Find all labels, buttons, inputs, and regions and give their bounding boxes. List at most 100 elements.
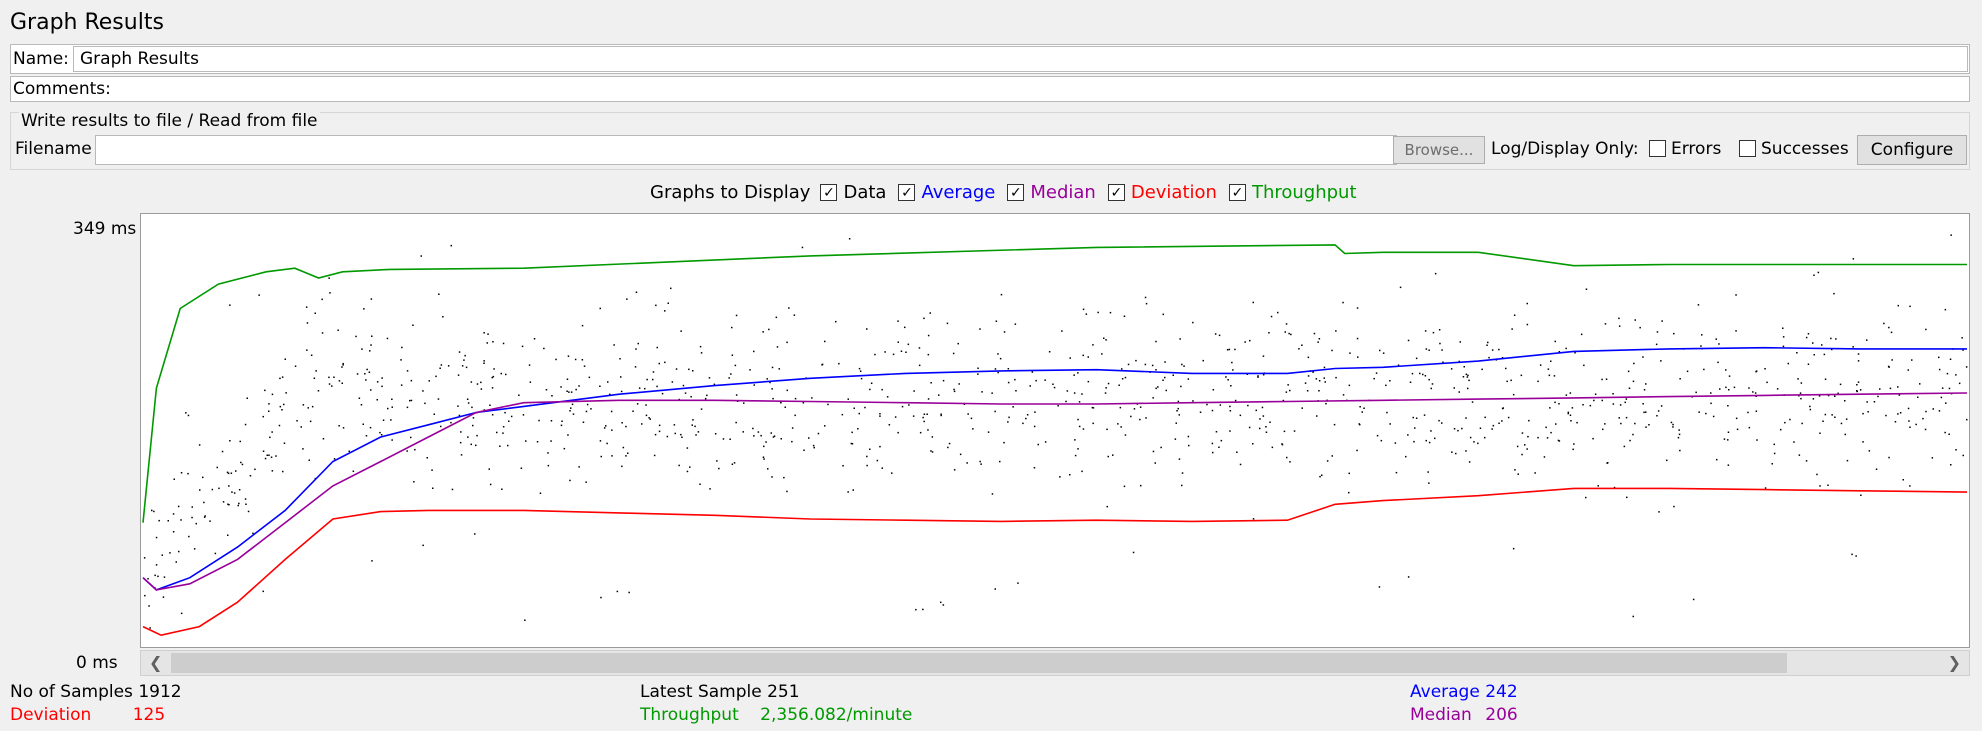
browse-button[interactable]: Browse... (1393, 136, 1485, 164)
data-point (980, 463, 982, 465)
data-point (1424, 330, 1427, 332)
data-point (1285, 323, 1288, 325)
data-point (352, 470, 355, 472)
data-point (1812, 342, 1814, 344)
data-point (1846, 459, 1849, 462)
graph-checkbox-throughput[interactable]: ✓ (1228, 184, 1246, 201)
data-point (1840, 422, 1843, 425)
data-point (905, 351, 907, 353)
data-point (1121, 368, 1123, 370)
data-point (729, 438, 731, 440)
data-point (1214, 333, 1217, 335)
errors-checkbox[interactable] (1649, 140, 1666, 157)
graph-checkbox-deviation[interactable]: ✓ (1107, 184, 1125, 201)
data-point (440, 364, 443, 366)
data-point (338, 380, 341, 382)
data-point (1157, 386, 1159, 388)
data-point (1379, 349, 1381, 352)
data-point (1442, 361, 1444, 363)
data-point (483, 362, 485, 364)
data-point (953, 388, 955, 391)
data-point (1082, 354, 1084, 357)
data-point (1286, 456, 1288, 459)
data-point (1801, 422, 1803, 425)
data-point (369, 426, 372, 429)
data-point (1465, 450, 1467, 452)
data-point (1289, 461, 1291, 463)
graph-toggle-median[interactable]: ✓ Median (1007, 182, 1096, 203)
data-point (634, 366, 637, 368)
chevron-left-icon[interactable]: ❮ (149, 653, 163, 672)
data-point (522, 414, 525, 416)
name-input[interactable]: Graph Results (73, 46, 1968, 72)
data-point (1748, 426, 1751, 429)
data-point (1085, 313, 1088, 315)
data-point (1755, 370, 1758, 372)
data-point (621, 422, 623, 424)
data-point (1044, 441, 1047, 443)
graph-checkbox-data[interactable]: ✓ (820, 184, 838, 201)
scrollbar-thumb[interactable] (171, 653, 1787, 673)
data-point (551, 395, 553, 397)
data-point (508, 420, 510, 422)
data-point (1554, 401, 1556, 404)
data-point (1727, 431, 1730, 433)
data-point (410, 436, 412, 439)
horizontal-scrollbar[interactable]: ❮ ❯ (140, 650, 1970, 676)
data-point (1950, 234, 1952, 236)
data-point (1672, 423, 1674, 426)
data-point (802, 402, 805, 404)
data-point (1348, 472, 1350, 475)
data-point (599, 385, 601, 387)
data-point (368, 371, 371, 373)
data-point (1634, 319, 1636, 321)
comments-input[interactable] (117, 78, 1967, 100)
data-point (463, 359, 465, 361)
data-point (1219, 404, 1222, 406)
data-point (1604, 423, 1606, 425)
graph-toggle-data[interactable]: ✓ Data (820, 182, 886, 203)
data-point (987, 431, 990, 433)
data-point (390, 419, 392, 421)
data-point (520, 467, 523, 469)
data-point (249, 475, 252, 477)
data-point (1780, 428, 1782, 431)
graph-toggle-deviation[interactable]: ✓ Deviation (1107, 182, 1217, 203)
data-point (1521, 432, 1524, 434)
data-point (279, 405, 282, 408)
data-point (308, 459, 310, 461)
configure-button[interactable]: Configure (1857, 135, 1967, 165)
data-point (313, 377, 316, 379)
graph-checkbox-median[interactable]: ✓ (1007, 184, 1025, 201)
data-point (1176, 410, 1178, 412)
data-point (376, 399, 378, 401)
data-point (1202, 359, 1204, 362)
data-point (317, 390, 320, 392)
data-point (674, 432, 676, 435)
graph-toggle-average[interactable]: ✓ Average (898, 182, 995, 203)
filename-input[interactable] (95, 135, 1397, 165)
data-point (356, 373, 359, 375)
graph-checkbox-average[interactable]: ✓ (898, 184, 916, 201)
data-point (1642, 356, 1644, 358)
data-point (769, 381, 771, 384)
graph-toggle-throughput[interactable]: ✓ Throughput (1228, 182, 1357, 203)
data-point (791, 440, 793, 443)
successes-checkbox[interactable] (1739, 140, 1756, 157)
data-point (1570, 420, 1572, 422)
data-point (891, 472, 893, 474)
data-point (1701, 334, 1703, 336)
chevron-right-icon[interactable]: ❯ (1947, 653, 1961, 672)
data-point (1756, 439, 1758, 441)
data-point (1565, 347, 1567, 350)
data-point (767, 468, 769, 470)
data-point (1234, 399, 1237, 402)
data-point (1818, 395, 1821, 397)
data-point (1907, 369, 1909, 371)
data-point (240, 461, 242, 464)
data-point (1074, 439, 1076, 441)
data-point (706, 394, 708, 397)
data-point (180, 519, 182, 521)
data-point (1479, 427, 1482, 429)
data-point (654, 433, 657, 436)
